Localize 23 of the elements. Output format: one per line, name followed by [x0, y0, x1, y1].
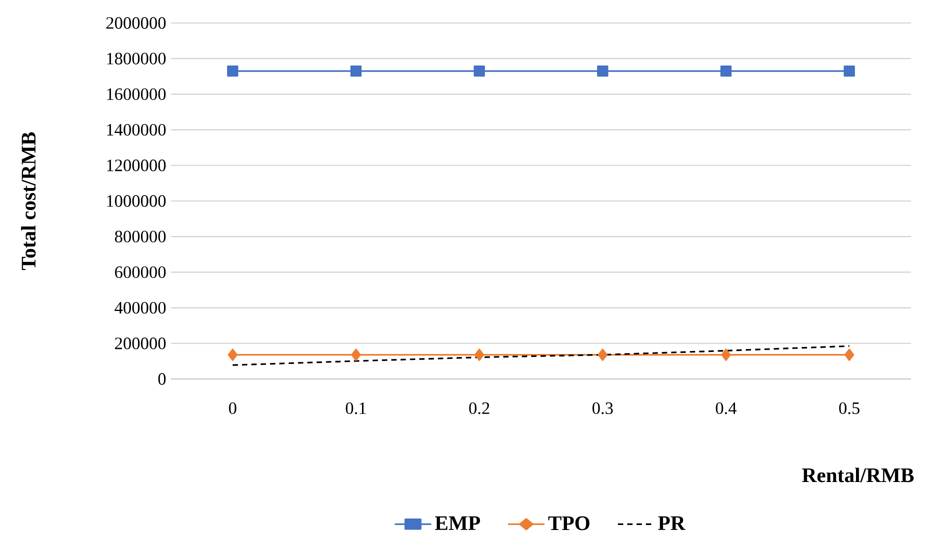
x-tick-label: 0 — [229, 402, 236, 414]
y-tick-label: 400000 — [114, 302, 166, 314]
y-tick-label: 1400000 — [107, 124, 166, 136]
y-tick-label: 800000 — [114, 230, 166, 242]
x-tick-label: 0.2 — [469, 402, 490, 414]
y-tick-label: 1000000 — [107, 195, 166, 207]
x-tick-label: 0.5 — [839, 402, 860, 414]
y-tick-label: 1600000 — [107, 88, 166, 100]
y-tick-label: 0 — [158, 373, 166, 385]
y-tick-label: 1200000 — [107, 160, 166, 172]
y-tick-label: 2000000 — [106, 17, 166, 29]
y-tick-label: 1800000 — [107, 52, 166, 64]
legend-label: PR — [658, 516, 686, 530]
legend-label: EMP — [435, 516, 480, 530]
legend-label: TPO — [548, 516, 590, 530]
y-tick-label: 200000 — [115, 338, 166, 350]
line-series — [232, 345, 850, 366]
x-axis-title: Rental/RMB — [802, 468, 914, 482]
y-tick-label: 600000 — [115, 266, 166, 278]
y-axis-title: Total cost/RMB — [21, 132, 36, 270]
x-tick-label: 0.4 — [716, 402, 737, 414]
x-tick-label: 0.3 — [592, 402, 613, 414]
x-tick-label: 0.1 — [346, 402, 366, 414]
